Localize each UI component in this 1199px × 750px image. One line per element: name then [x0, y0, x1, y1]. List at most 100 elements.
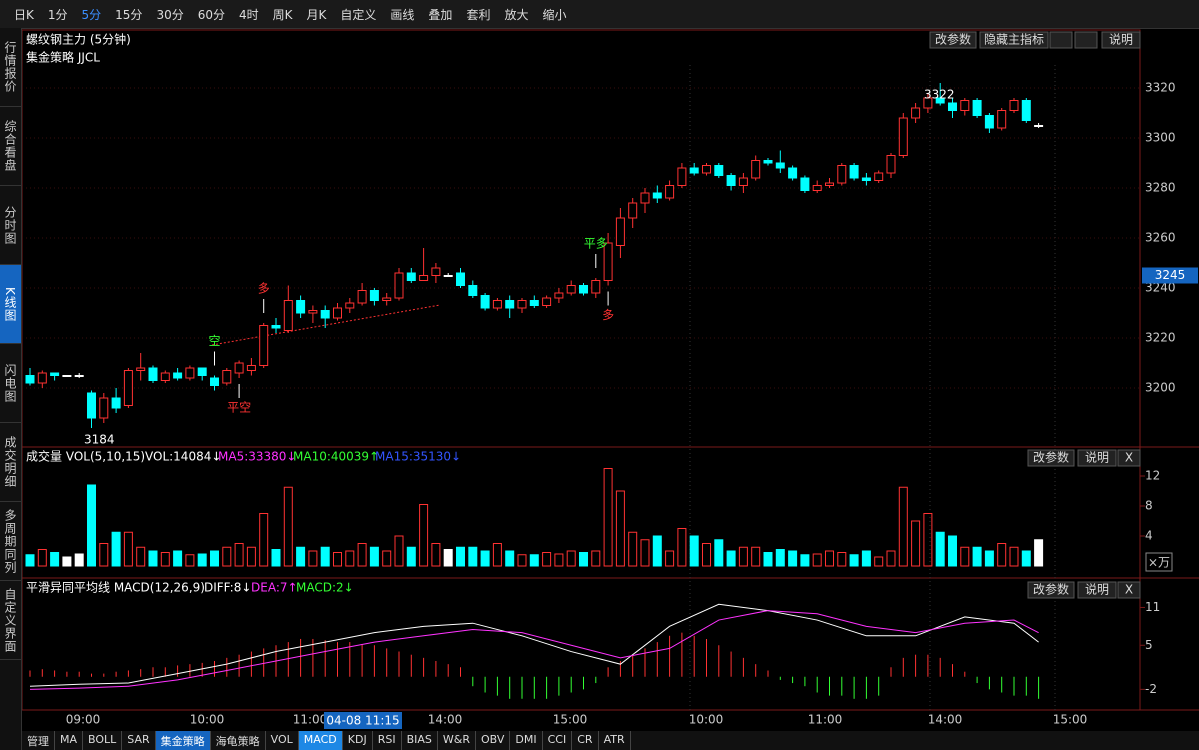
toolbar-button[interactable]: 日K: [14, 7, 34, 22]
indicator-tab[interactable]: ATR: [599, 731, 631, 750]
volume-bar: [259, 513, 269, 567]
toolbar-button[interactable]: 1分: [47, 7, 68, 22]
indicator-tab[interactable]: BIAS: [402, 731, 438, 750]
volume-bar: [837, 552, 847, 567]
volume-bar: [948, 535, 957, 567]
toolbar-button[interactable]: 自定义: [340, 7, 377, 22]
volume-bar: [603, 468, 613, 567]
volume-bar: [1021, 550, 1031, 567]
chart-title: 螺纹钢主力 (5分钟): [26, 32, 131, 47]
signal: 平多: [584, 237, 608, 251]
volume-bar: [726, 550, 736, 567]
volume-bar: [197, 553, 207, 567]
candle-body: [615, 217, 625, 246]
volume-bar: [665, 550, 675, 567]
candle-body: [333, 307, 342, 319]
candle-body: [874, 172, 884, 181]
volume-bar: [25, 554, 35, 567]
side-tab[interactable]: 成交明细: [0, 423, 21, 502]
toolbar-button[interactable]: 放大: [504, 7, 529, 22]
arrow-button: [1049, 31, 1073, 49]
candle-body: [210, 377, 219, 386]
candle-body: [308, 310, 318, 314]
candle-body: [1009, 100, 1019, 111]
side-tab[interactable]: 行情报价: [0, 28, 21, 107]
indicator-tab[interactable]: DMI: [510, 731, 543, 750]
side-tab[interactable]: 自定义界面: [0, 581, 21, 660]
toolbar-button[interactable]: 60分: [197, 7, 225, 22]
y-tick-label: 3200: [1145, 381, 1176, 395]
side-tab[interactable]: 综合看盘: [0, 107, 21, 186]
indicator-tab[interactable]: VOL: [266, 731, 299, 750]
volume-bar: [222, 546, 232, 567]
volume-bar: [308, 550, 318, 567]
volume-bar: [911, 520, 921, 567]
indicator-tab[interactable]: CCI: [543, 731, 573, 750]
volume-bar: [62, 556, 72, 567]
candle-body: [738, 177, 748, 186]
volume-bar: [37, 549, 47, 567]
panel-button: [1027, 449, 1075, 467]
toolbar-button[interactable]: 15分: [115, 7, 143, 22]
volume-bar: [333, 552, 342, 567]
volume-bar: [775, 549, 785, 567]
toolbar-button[interactable]: 月K: [306, 7, 327, 22]
toolbar-button[interactable]: 套利: [466, 7, 491, 22]
candle-body: [480, 295, 490, 309]
panel-button: [1101, 31, 1141, 49]
candle-body: [160, 372, 170, 381]
candle-body: [579, 285, 588, 294]
volume-bar: [714, 539, 724, 567]
toolbar-button[interactable]: 画线: [390, 7, 415, 22]
y-tick-label: 3220: [1145, 331, 1176, 345]
volume-bar: [861, 550, 871, 567]
candle-body: [1021, 100, 1031, 121]
side-tab[interactable]: 分时图: [0, 186, 21, 265]
signal: 多: [602, 308, 614, 322]
indicator-tab[interactable]: 海龟策略: [211, 731, 266, 750]
current-price: 3245: [1155, 268, 1186, 282]
toolbar-button[interactable]: 缩小: [542, 7, 567, 22]
volume-bar: [579, 552, 588, 567]
volume-bar: [468, 546, 478, 567]
indicator-tab[interactable]: RSI: [373, 731, 402, 750]
volume-bar: [825, 550, 834, 567]
indicator-tab[interactable]: SAR: [122, 731, 156, 750]
candle-body: [972, 100, 982, 116]
indicator-tab[interactable]: W&R: [438, 731, 476, 750]
sidebar: 行情报价 综合看盘 分时图 K线图 闪电图 成交明细 多周期同列 自定义界面: [0, 28, 22, 750]
indicator-tab[interactable]: OBV: [476, 731, 511, 750]
indicator-tab[interactable]: CR: [572, 731, 599, 750]
indicator-tab[interactable]: 管理: [22, 731, 55, 750]
candle-body: [99, 397, 109, 419]
y-tick-label: 3260: [1145, 231, 1176, 245]
side-tab[interactable]: 闪电图: [0, 344, 21, 423]
indicator-tab[interactable]: BOLL: [83, 731, 123, 750]
indicator-tab[interactable]: 集金策略: [155, 731, 211, 750]
volume-bar: [394, 535, 404, 567]
volume-bar: [419, 504, 429, 567]
volume-bar: [738, 546, 748, 567]
indicator-tab[interactable]: KDJ: [343, 731, 373, 750]
dea-label: DEA:7↑: [251, 581, 298, 595]
side-tab[interactable]: K线图: [0, 265, 21, 344]
volume-bar: [382, 550, 392, 567]
candle-body: [689, 167, 699, 174]
indicator-tab[interactable]: MACD: [298, 731, 343, 750]
signal: 平空: [227, 401, 251, 415]
toolbar-button[interactable]: 4时: [239, 7, 259, 22]
toolbar-button[interactable]: 周K: [272, 7, 293, 22]
candle-body: [271, 325, 281, 329]
candle-body: [751, 160, 761, 179]
side-tab[interactable]: 多周期同列: [0, 502, 21, 581]
toolbar-button[interactable]: 叠加: [428, 7, 453, 22]
diff-line: [29, 603, 1039, 687]
volume-bar: [517, 554, 527, 567]
toolbar-button[interactable]: 5分: [81, 7, 102, 22]
y-tick-label: 11: [1145, 600, 1160, 614]
volume-bar: [529, 554, 539, 567]
toolbar-button[interactable]: 30分: [156, 7, 184, 22]
panel-button: [979, 31, 1049, 49]
indicator-tab[interactable]: MA: [55, 731, 84, 750]
volume-bar: [849, 554, 859, 567]
